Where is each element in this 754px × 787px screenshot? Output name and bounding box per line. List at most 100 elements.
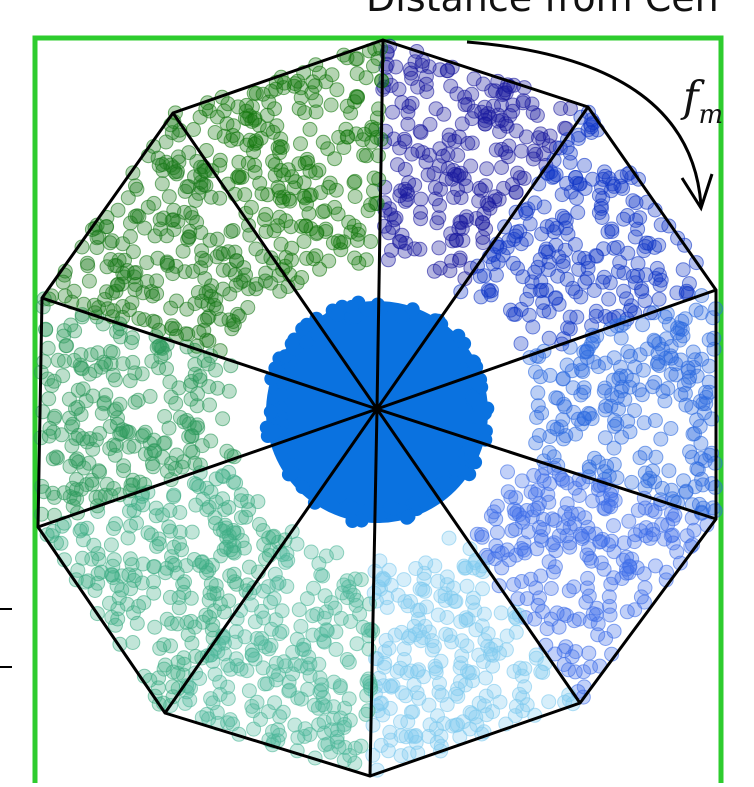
data-point: [431, 210, 447, 226]
data-point: [593, 198, 609, 214]
data-point: [318, 548, 334, 564]
data-point: [460, 663, 475, 679]
data-point: [70, 399, 86, 415]
data-point: [642, 530, 658, 546]
data-point: [309, 226, 325, 242]
data-point: [677, 311, 693, 327]
data-point: [577, 274, 593, 290]
data-point: [198, 559, 214, 575]
data-point: [579, 580, 595, 596]
data-point: [98, 387, 114, 403]
data-point: [465, 665, 480, 681]
data-point: [542, 128, 558, 144]
data-point: [571, 127, 587, 143]
data-point: [238, 509, 254, 525]
data-point: [257, 639, 273, 655]
data-point: [353, 738, 369, 754]
data-point: [653, 272, 669, 288]
data-point: [137, 424, 153, 440]
data-point: [99, 284, 115, 300]
data-point: [592, 534, 608, 550]
data-point: [507, 708, 523, 724]
spoke-8: [37, 407, 378, 529]
data-point: [194, 250, 210, 266]
data-point: [165, 664, 181, 680]
data-point: [163, 157, 179, 173]
data-point: [216, 541, 232, 557]
data-point: [55, 368, 71, 384]
data-point: [465, 590, 481, 606]
data-point: [559, 271, 575, 287]
data-point: [394, 227, 410, 243]
data-point: [624, 474, 640, 490]
data-point: [184, 635, 200, 651]
data-point: [613, 368, 629, 384]
data-point: [541, 330, 557, 346]
data-point: [561, 583, 577, 599]
data-point: [110, 611, 126, 627]
data-point: [346, 174, 362, 190]
center-point: [345, 501, 360, 516]
data-point: [199, 480, 215, 496]
data-point: [455, 232, 471, 248]
data-point: [202, 397, 217, 413]
data-point: [316, 714, 332, 730]
data-point: [293, 618, 309, 634]
data-point: [184, 524, 200, 540]
data-point: [330, 722, 346, 738]
data-point: [515, 269, 531, 285]
data-point: [437, 592, 453, 608]
data-point: [606, 240, 622, 256]
data-point: [285, 644, 301, 660]
data-point: [358, 706, 374, 722]
data-point: [241, 559, 257, 575]
data-point: [265, 724, 280, 739]
rotation-label-main: f: [683, 72, 699, 121]
data-point: [614, 429, 630, 445]
data-point: [596, 241, 611, 257]
center-point: [274, 442, 289, 457]
data-point: [406, 677, 422, 692]
data-point: [96, 395, 112, 411]
data-point: [489, 498, 505, 514]
data-point: [388, 59, 404, 75]
data-point: [412, 581, 428, 597]
data-point: [635, 317, 651, 333]
sector-3-points: [522, 288, 724, 521]
data-point: [291, 602, 307, 618]
data-point: [212, 190, 228, 206]
data-point: [523, 571, 539, 587]
data-point: [239, 111, 255, 127]
data-point: [158, 134, 174, 150]
data-point: [489, 524, 505, 540]
center-point: [466, 354, 481, 369]
data-point: [407, 241, 422, 257]
data-point: [50, 352, 66, 368]
data-point: [337, 700, 353, 716]
data-point: [567, 480, 583, 496]
data-point: [282, 682, 298, 698]
data-point: [172, 524, 188, 540]
center-point: [361, 502, 376, 517]
data-point: [630, 221, 646, 237]
data-point: [536, 199, 552, 215]
data-point: [69, 472, 84, 487]
data-point: [75, 381, 91, 397]
data-point: [492, 645, 507, 661]
data-point: [302, 188, 318, 204]
data-point: [327, 151, 343, 167]
data-point: [202, 103, 217, 119]
data-point: [426, 263, 442, 279]
data-point: [654, 480, 670, 496]
data-point: [462, 705, 478, 720]
data-point: [150, 250, 166, 266]
data-point: [442, 263, 458, 279]
data-point: [428, 191, 443, 207]
data-point: [220, 244, 236, 260]
center-point: [448, 462, 463, 477]
data-point: [136, 427, 151, 443]
data-point: [527, 195, 543, 211]
data-point: [519, 291, 535, 307]
data-point: [181, 229, 197, 245]
data-point: [178, 326, 194, 342]
